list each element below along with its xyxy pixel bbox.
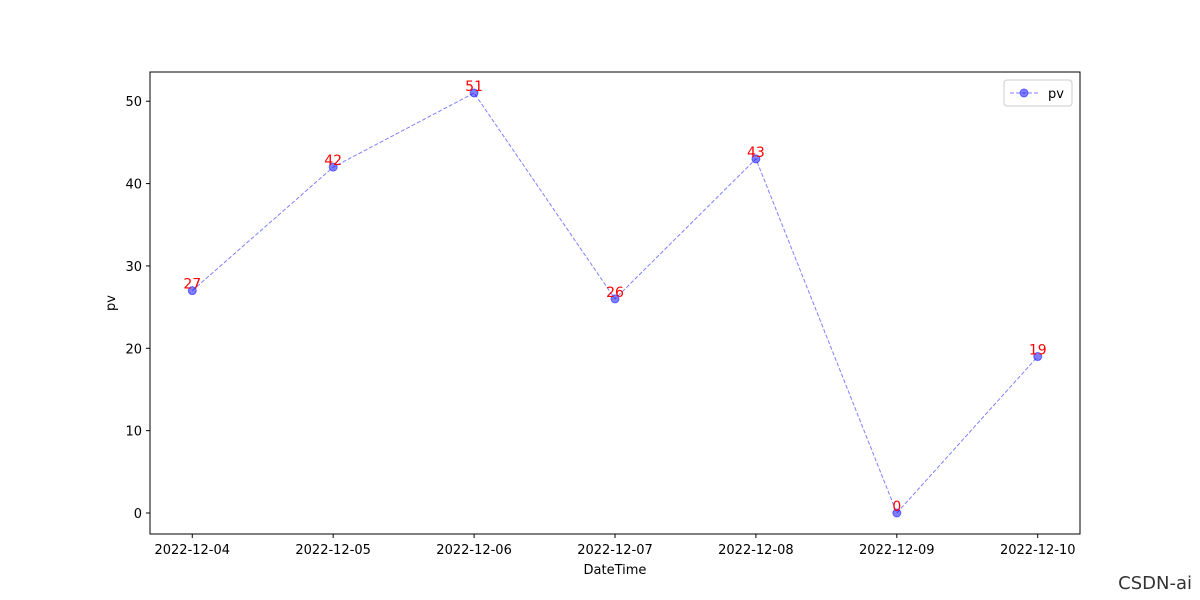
y-tick-label: 50	[125, 95, 142, 110]
data-label: 42	[324, 153, 342, 169]
data-label: 51	[465, 79, 483, 95]
y-tick-label: 40	[125, 178, 142, 193]
point	[187, 286, 197, 296]
x-axis-label: DateTime	[584, 563, 647, 578]
x-tick-label: 2022-12-04	[154, 543, 230, 558]
data-label: 27	[183, 277, 201, 293]
y-tick-label: 30	[125, 260, 142, 275]
watermark: CSDN-ai	[1118, 573, 1192, 594]
y-tick-label: 0	[134, 507, 142, 522]
y-tick-label: 20	[125, 342, 142, 357]
x-tick-label: 2022-12-08	[718, 543, 794, 558]
data-label: 26	[606, 285, 624, 301]
plot-frame	[149, 71, 1081, 535]
x-tick-label: 2022-12-05	[295, 543, 371, 558]
x-tick-label: 2022-12-06	[436, 543, 512, 558]
x-tick-label: 2022-12-09	[859, 543, 935, 558]
point	[610, 294, 620, 304]
legend-label: pv	[1048, 87, 1064, 102]
y-tick-label: 10	[125, 425, 142, 440]
point	[1033, 352, 1043, 362]
legend-marker	[1019, 88, 1029, 98]
data-label: 19	[1029, 343, 1047, 359]
point	[892, 508, 902, 518]
point	[469, 88, 479, 98]
data-label: 0	[892, 499, 901, 515]
point	[751, 154, 761, 164]
data-label: 43	[747, 145, 765, 161]
y-axis-label: pv	[104, 295, 119, 311]
point	[328, 162, 338, 172]
x-tick-label: 2022-12-10	[1000, 543, 1076, 558]
x-tick-label: 2022-12-07	[577, 543, 653, 558]
